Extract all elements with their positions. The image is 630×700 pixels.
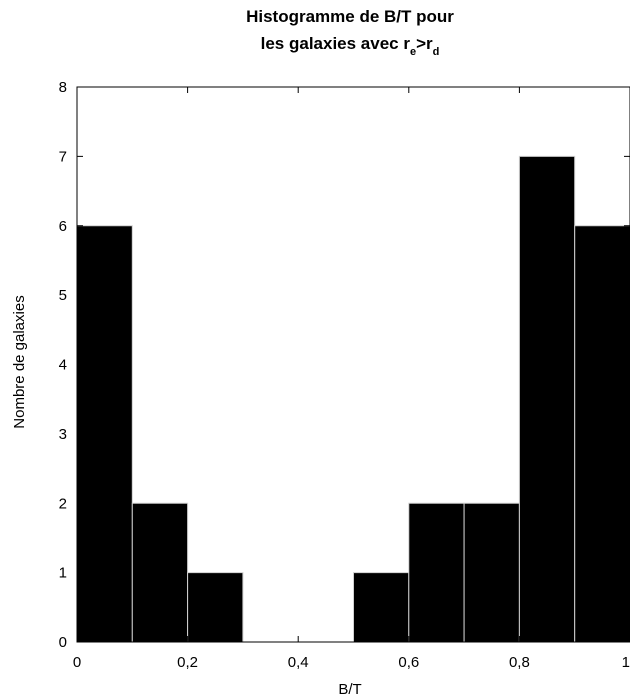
chart-title-line1: Histogramme de B/T pour <box>246 7 454 26</box>
x-tick-label-0: 0 <box>73 654 81 671</box>
title-subscript-e: e <box>410 46 416 58</box>
y-tick-label-0: 0 <box>59 634 67 651</box>
y-tick-label-4: 4 <box>59 357 67 374</box>
x-tick-label-4: 0,8 <box>509 654 530 671</box>
x-axis-label: B/T <box>338 681 361 698</box>
x-tick-label-1: 0,2 <box>177 654 198 671</box>
y-tick-label-6: 6 <box>59 218 67 235</box>
bars-group <box>76 155 630 643</box>
title-op: >r <box>416 34 433 53</box>
histogram-bar-2 <box>187 572 244 643</box>
x-tick-label-5: 1 <box>622 654 630 671</box>
y-tick-label-8: 8 <box>59 79 67 96</box>
x-tick-label-3: 0,6 <box>398 654 419 671</box>
histogram-bar-0 <box>76 225 133 643</box>
title-prefix: les galaxies avec r <box>261 34 411 53</box>
y-tick-label-1: 1 <box>59 565 67 582</box>
x-tick-label-2: 0,4 <box>288 654 309 671</box>
y-axis-label: Nombre de galaxies <box>11 295 28 428</box>
y-tick-label-2: 2 <box>59 495 67 512</box>
histogram-bar-8 <box>518 155 576 643</box>
ticks-group: 0 1 2 3 4 5 6 7 8 0 0,2 0,4 0,6 0,8 1 <box>59 79 630 671</box>
y-tick-label-7: 7 <box>59 148 67 165</box>
chart-title-line2: les galaxies avec re>rd <box>261 34 440 58</box>
histogram-bar-1 <box>131 502 189 643</box>
histogram-bar-6 <box>408 502 465 643</box>
histogram-bar-7 <box>463 502 520 643</box>
histogram-bar-5 <box>353 572 410 643</box>
title-subscript-d: d <box>433 46 440 58</box>
y-tick-label-3: 3 <box>59 426 67 443</box>
histogram-bar-9 <box>574 225 630 643</box>
y-tick-label-5: 5 <box>59 287 67 304</box>
